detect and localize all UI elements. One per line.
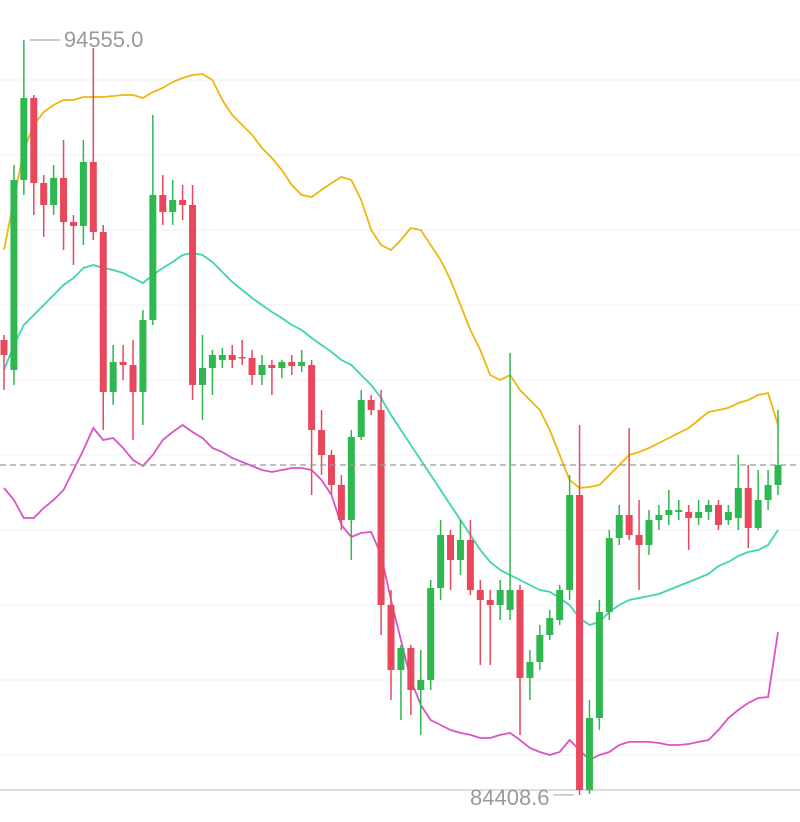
candle-body <box>69 222 77 226</box>
candle-body <box>655 515 663 520</box>
candle-body <box>89 161 97 232</box>
candle-body <box>585 717 593 791</box>
candle-body <box>40 183 48 205</box>
extreme-annotation: 94555.0 <box>29 27 144 52</box>
candle-body <box>357 399 365 437</box>
candle-body <box>179 199 187 205</box>
candle-body <box>258 365 266 375</box>
candle-body <box>79 161 87 226</box>
candle-body <box>456 540 464 560</box>
candle-body <box>576 495 584 791</box>
candle-body <box>109 361 117 392</box>
candle-body <box>427 588 435 680</box>
candle-body <box>546 617 554 635</box>
candle-body <box>595 611 603 718</box>
candle-body <box>298 361 306 366</box>
candle-body <box>0 340 8 355</box>
annotation-label: 84408.6 <box>470 785 550 810</box>
candle-body <box>308 365 316 430</box>
candle-body <box>675 509 683 512</box>
candle-body <box>506 590 514 610</box>
candle-body <box>724 511 732 520</box>
candle-body <box>228 354 236 360</box>
candle-body <box>30 97 38 184</box>
candle-body <box>407 647 415 691</box>
candle-body <box>99 231 107 392</box>
candle-body <box>248 358 256 375</box>
candle-body <box>278 361 286 368</box>
candle-body <box>526 661 534 678</box>
candle-body <box>238 356 246 359</box>
candle-body <box>695 511 703 518</box>
candle-body <box>149 195 157 321</box>
candle-body <box>566 495 574 591</box>
candle-body <box>288 361 296 366</box>
candle-body <box>635 534 643 545</box>
candle-body <box>327 454 335 485</box>
candle-body <box>516 590 524 678</box>
candle-body <box>189 204 197 385</box>
candle-body <box>774 465 782 485</box>
candle-body <box>417 679 425 691</box>
candle-body <box>437 534 445 589</box>
candle-body <box>714 504 722 525</box>
candle-body <box>60 177 68 223</box>
candle-body <box>466 540 474 591</box>
candle-body <box>208 354 216 368</box>
candle-body <box>377 409 385 605</box>
candle-body <box>486 599 494 605</box>
band-line <box>3 252 779 626</box>
candle-body <box>625 515 633 535</box>
candle-body <box>139 320 147 392</box>
candle-body <box>754 499 762 528</box>
candle-body <box>615 515 623 539</box>
candle-body <box>764 484 772 500</box>
candle-body <box>337 484 345 520</box>
extreme-annotation: 84408.6 <box>470 785 574 810</box>
candle-body <box>685 511 693 518</box>
candle-body <box>476 590 484 600</box>
candle-body <box>198 367 206 385</box>
candle-body <box>665 509 673 516</box>
candle-body <box>318 429 326 455</box>
candle-body <box>556 590 564 620</box>
band-line <box>3 73 779 489</box>
candle-body <box>645 519 653 545</box>
candle-body <box>50 177 58 205</box>
candle-body <box>218 354 226 360</box>
candle-body <box>387 604 395 670</box>
candle-body <box>347 436 355 520</box>
candle-body <box>397 647 405 670</box>
candle-body <box>20 97 28 180</box>
candle-body <box>734 488 742 518</box>
candle-body <box>159 195 167 212</box>
annotation-label: 94555.0 <box>64 27 144 52</box>
candle-body <box>119 361 127 366</box>
candle-body <box>447 534 455 560</box>
candle-body <box>169 199 177 212</box>
candle-body <box>268 365 276 368</box>
candle-body <box>705 504 713 512</box>
candle-body <box>744 488 752 528</box>
candle-body <box>129 365 137 392</box>
candle-body <box>367 399 375 410</box>
candle-body <box>605 538 613 612</box>
candle-body <box>536 634 544 662</box>
candle-body <box>496 590 504 605</box>
candle-body <box>10 179 18 371</box>
